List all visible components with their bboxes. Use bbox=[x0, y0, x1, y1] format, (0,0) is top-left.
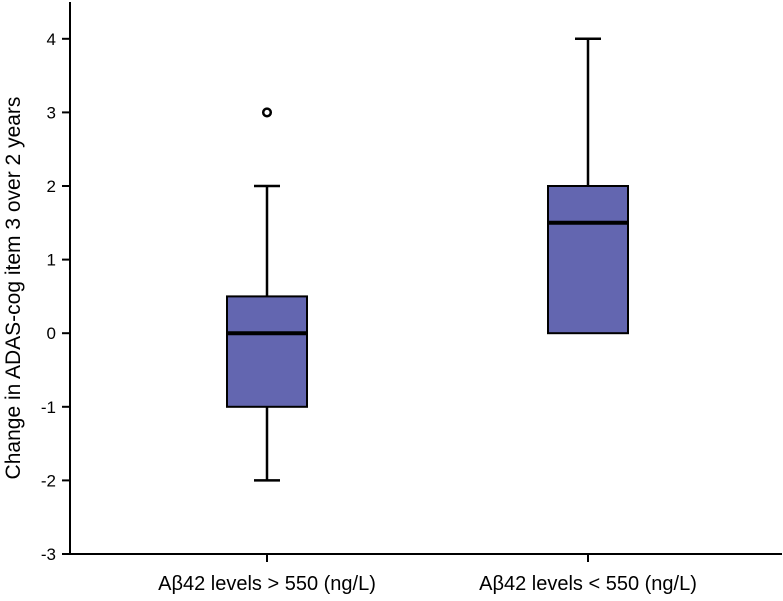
iqr-box bbox=[547, 185, 629, 335]
y-tick-label: -3 bbox=[41, 545, 56, 564]
axes: -3 -2 -1 0 1 2 3 4 Aβ42 levels > 550 (ng/L) Aβ42 … bbox=[41, 2, 782, 595]
y-tick-label: -2 bbox=[41, 471, 56, 490]
y-axis-title: Change in ADAS-cog item 3 over 2 years bbox=[2, 97, 25, 480]
y-tick-label: 4 bbox=[47, 30, 56, 49]
y-tick-label: 3 bbox=[47, 103, 56, 122]
x-category-label: Aβ42 levels < 550 (ng/L) bbox=[479, 573, 697, 595]
y-tick-label: -1 bbox=[41, 398, 56, 417]
box-series bbox=[226, 37, 629, 482]
iqr-box bbox=[226, 295, 308, 408]
box-group bbox=[226, 107, 308, 482]
outlier-point bbox=[261, 107, 273, 118]
y-tick-label: 1 bbox=[47, 251, 56, 270]
x-category-label: Aβ42 levels > 550 (ng/L) bbox=[158, 573, 376, 595]
box-group bbox=[547, 37, 629, 335]
y-tick-label: 0 bbox=[47, 324, 56, 343]
y-tick-label: 2 bbox=[47, 177, 56, 196]
